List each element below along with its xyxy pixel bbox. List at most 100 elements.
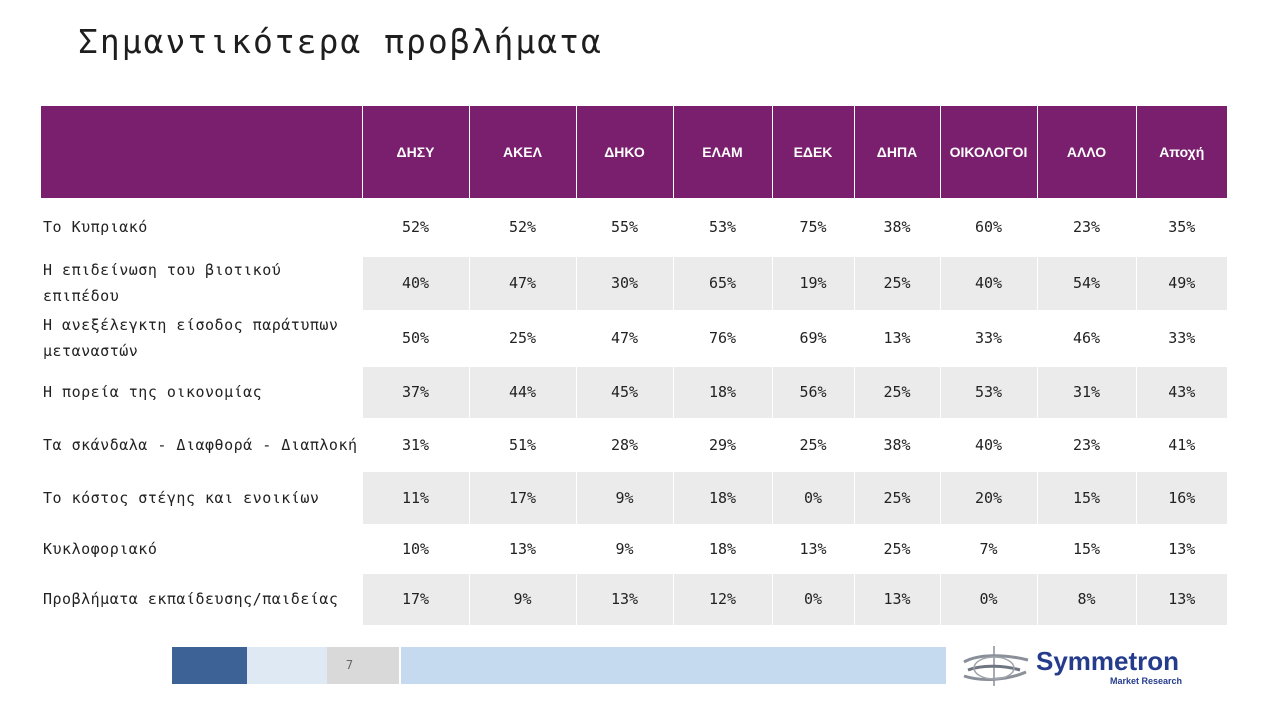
- table-cell: 25%: [853, 366, 940, 419]
- table-row: Το Κυπριακό 52% 52% 55% 53% 75% 38% 60% …: [41, 198, 1227, 257]
- table-cell: 18%: [672, 366, 772, 419]
- table-cell: 13%: [853, 310, 940, 367]
- row-label: Τα σκάνδαλα - Διαφθορά - Διαπλοκή: [41, 418, 362, 472]
- table-cell: 51%: [468, 418, 576, 472]
- table-cell: 17%: [361, 573, 469, 626]
- table-cell: 52%: [361, 198, 469, 257]
- table-cell: 43%: [1135, 366, 1227, 419]
- table-cell: 38%: [853, 418, 940, 472]
- table-cell: 25%: [853, 524, 940, 574]
- table-cell: 15%: [1036, 471, 1136, 525]
- table-cell: 8%: [1036, 573, 1136, 626]
- table-cell: 33%: [939, 310, 1037, 367]
- table-cell: 13%: [468, 524, 576, 574]
- table-cell: 75%: [771, 198, 854, 257]
- table-cell: 25%: [771, 418, 854, 472]
- table-cell: 15%: [1036, 524, 1136, 574]
- column-header: Αποχή: [1135, 106, 1227, 198]
- table-cell: 25%: [853, 256, 940, 311]
- table-row: Κυκλοφοριακό 10% 13% 9% 18% 13% 25% 7% 1…: [41, 524, 1227, 574]
- symmetron-swoosh-icon: [963, 646, 1029, 686]
- table-cell: 40%: [939, 418, 1037, 472]
- table-cell: 0%: [771, 573, 854, 626]
- table-cell: 13%: [771, 524, 854, 574]
- table-header-row: ΔΗΣΥ ΑΚΕΛ ΔΗΚΟ ΕΛΑΜ ΕΔΕΚ ΔΗΠΑ ΟΙΚΟΛΟΓΟΙ …: [41, 106, 1227, 198]
- row-label: Το κόστος στέγης και ενοικίων: [41, 471, 362, 525]
- table-cell: 53%: [672, 198, 772, 257]
- table-cell: 31%: [361, 418, 469, 472]
- table-cell: 50%: [361, 310, 469, 367]
- row-label: Η πορεία της οικονομίας: [41, 366, 362, 419]
- table-cell: 7%: [939, 524, 1037, 574]
- table-cell: 0%: [939, 573, 1037, 626]
- table-cell: 29%: [672, 418, 772, 472]
- footer-bar-light: [247, 647, 327, 684]
- table-cell: 47%: [468, 256, 576, 311]
- footer-bar-dark: [172, 647, 247, 684]
- column-header: ΟΙΚΟΛΟΓΟΙ: [939, 106, 1037, 198]
- table-cell: 13%: [575, 573, 673, 626]
- table-cell: 10%: [361, 524, 469, 574]
- page-number: 7: [345, 658, 354, 672]
- table-row: Η επιδείνωση του βιοτικού επιπέδου 40% 4…: [41, 256, 1227, 311]
- table-cell: 13%: [1135, 573, 1227, 626]
- table-cell: 12%: [672, 573, 772, 626]
- table-cell: 37%: [361, 366, 469, 419]
- table-cell: 9%: [575, 471, 673, 525]
- column-header: ΔΗΣΥ: [361, 106, 469, 198]
- table-cell: 46%: [1036, 310, 1136, 367]
- column-header: ΑΛΛΟ: [1036, 106, 1136, 198]
- table-cell: 18%: [672, 524, 772, 574]
- table-cell: 40%: [361, 256, 469, 311]
- table-cell: 33%: [1135, 310, 1227, 367]
- table-cell: 23%: [1036, 198, 1136, 257]
- table-cell: 19%: [771, 256, 854, 311]
- table-cell: 55%: [575, 198, 673, 257]
- table-cell: 41%: [1135, 418, 1227, 472]
- table-cell: 38%: [853, 198, 940, 257]
- table-cell: 69%: [771, 310, 854, 367]
- row-label: Η επιδείνωση του βιοτικού επιπέδου: [41, 256, 362, 311]
- table-row: Το κόστος στέγης και ενοικίων 11% 17% 9%…: [41, 471, 1227, 525]
- table-corner: [41, 106, 362, 198]
- results-table: ΔΗΣΥ ΑΚΕΛ ΔΗΚΟ ΕΛΑΜ ΕΔΕΚ ΔΗΠΑ ΟΙΚΟΛΟΓΟΙ …: [41, 106, 1227, 626]
- table-cell: 49%: [1135, 256, 1227, 311]
- table-cell: 60%: [939, 198, 1037, 257]
- table-row: Προβλήματα εκπαίδευσης/παιδείας 17% 9% 1…: [41, 573, 1227, 626]
- footer-bar-blue: [401, 647, 946, 684]
- table-cell: 9%: [575, 524, 673, 574]
- column-header: ΕΔΕΚ: [771, 106, 854, 198]
- footer-bar-grey: [327, 647, 400, 684]
- row-label: Το Κυπριακό: [41, 198, 362, 257]
- column-header: ΕΛΑΜ: [672, 106, 772, 198]
- table-row: Τα σκάνδαλα - Διαφθορά - Διαπλοκή 31% 51…: [41, 418, 1227, 472]
- table-cell: 52%: [468, 198, 576, 257]
- row-label: Προβλήματα εκπαίδευσης/παιδείας: [41, 573, 362, 626]
- table-cell: 56%: [771, 366, 854, 419]
- table-cell: 16%: [1135, 471, 1227, 525]
- column-header: ΔΗΠΑ: [853, 106, 940, 198]
- table-cell: 25%: [468, 310, 576, 367]
- table-cell: 76%: [672, 310, 772, 367]
- table-cell: 0%: [771, 471, 854, 525]
- table-cell: 65%: [672, 256, 772, 311]
- table-cell: 47%: [575, 310, 673, 367]
- table-cell: 17%: [468, 471, 576, 525]
- logo-wordmark: Symmetron: [1036, 646, 1180, 676]
- table-cell: 13%: [853, 573, 940, 626]
- table-cell: 20%: [939, 471, 1037, 525]
- table-cell: 40%: [939, 256, 1037, 311]
- table-cell: 11%: [361, 471, 469, 525]
- column-header: ΑΚΕΛ: [468, 106, 576, 198]
- table-row: Η πορεία της οικονομίας 37% 44% 45% 18% …: [41, 366, 1227, 419]
- column-header: ΔΗΚΟ: [575, 106, 673, 198]
- table-cell: 30%: [575, 256, 673, 311]
- company-logo: Symmetron Market Research: [960, 644, 1200, 688]
- row-label: Κυκλοφοριακό: [41, 524, 362, 574]
- table-cell: 9%: [468, 573, 576, 626]
- row-label: Η ανεξέλεγκτη είσοδος παράτυπων μεταναστ…: [41, 310, 362, 367]
- table-cell: 35%: [1135, 198, 1227, 257]
- table-cell: 18%: [672, 471, 772, 525]
- table-cell: 31%: [1036, 366, 1136, 419]
- logo-tagline: Market Research: [1110, 676, 1183, 686]
